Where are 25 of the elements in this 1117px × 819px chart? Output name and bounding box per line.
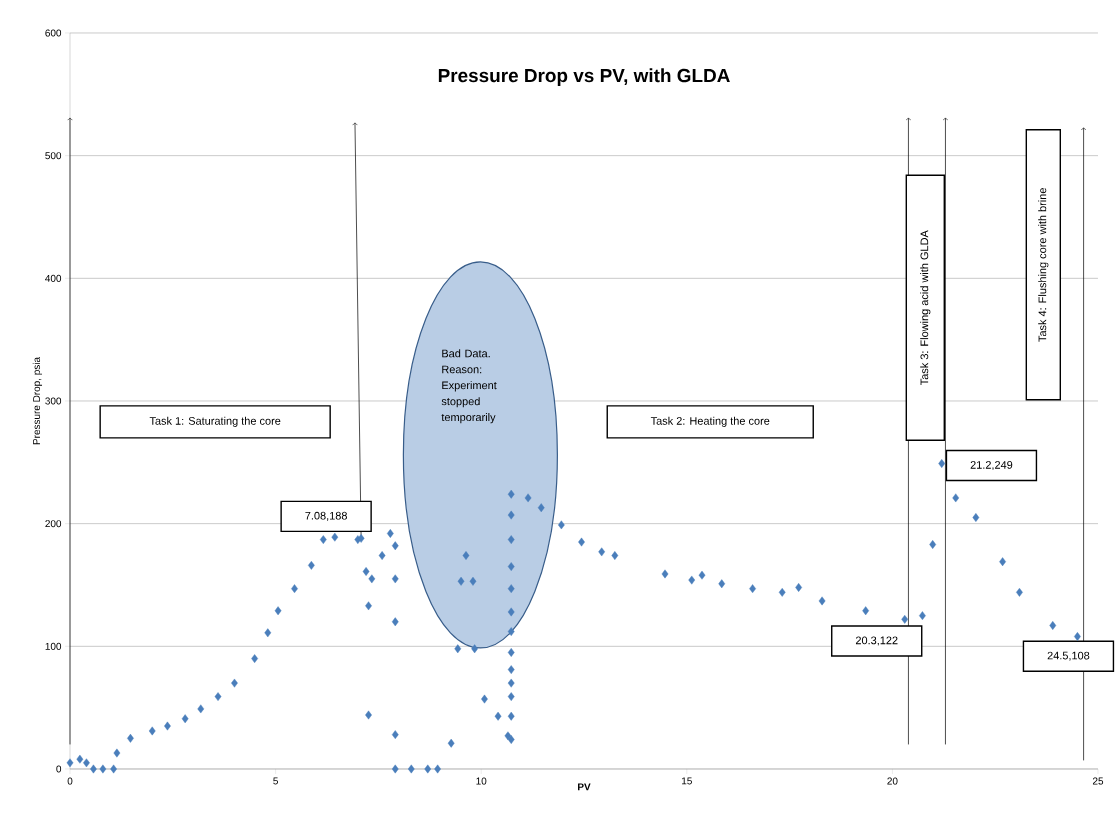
annotation: Bad Data. Reason: Experiment stopped temporarily	[441, 349, 497, 424]
annotation: 20.3,122	[855, 636, 898, 646]
annotation: Task 3: Flowing acid with GLDA	[920, 230, 931, 386]
annotation: 21.2,249	[970, 461, 1013, 471]
annotation: Task 2: Heating the core	[650, 416, 770, 427]
annotation: 7.08,188	[305, 511, 347, 521]
annotation: 24.5,108	[1047, 651, 1090, 661]
x-tick-label: 20	[887, 777, 898, 785]
y-tick-label: 200	[45, 520, 62, 528]
y-tick-label: 400	[45, 274, 62, 282]
annotation: Task 4: Flushing core with brine	[1038, 188, 1049, 342]
x-tick-label: 15	[682, 777, 692, 785]
x-tick-label: 5	[273, 777, 278, 785]
y-axis-title: Pressure Drop, psia	[32, 356, 43, 445]
y-tick-label: 500	[45, 152, 62, 160]
y-tick-label: 0	[56, 765, 62, 773]
x-tick-label: 0	[67, 777, 73, 785]
y-tick-label: 300	[45, 397, 62, 405]
y-tick-label: 600	[45, 29, 62, 37]
x-axis-title: PV	[578, 783, 591, 791]
text: Pressure Drop vs PV, with GLDA	[438, 68, 730, 86]
x-tick-label: 10	[476, 777, 487, 785]
x-tick-label: 25	[1092, 777, 1104, 785]
y-tick-label: 100	[45, 642, 62, 650]
annotation: Task 1: Saturating the core	[149, 416, 281, 427]
